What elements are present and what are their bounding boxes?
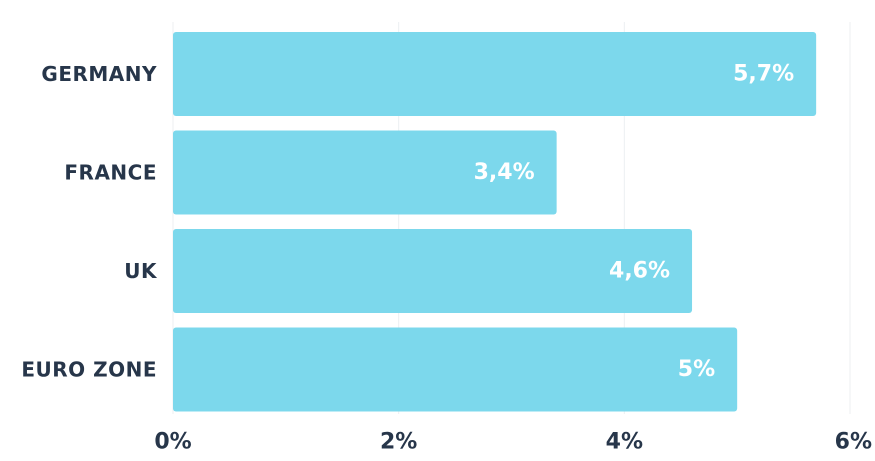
- x-tick-label-3: 6%: [835, 430, 872, 455]
- x-axis-ticks: 0% 2% 4% 6%: [154, 430, 872, 455]
- bar-0: [173, 32, 817, 116]
- value-label-1: 3,4%: [474, 160, 535, 185]
- value-label-3: 5%: [678, 357, 715, 382]
- value-label-0: 5,7%: [733, 62, 794, 87]
- value-label-2: 4,6%: [609, 259, 670, 284]
- value-labels: 5,7% 3,4% 4,6% 5%: [474, 62, 795, 383]
- category-label-0: GERMANY: [41, 62, 157, 86]
- x-tick-label-1: 2%: [380, 430, 417, 455]
- bar-3: [173, 327, 738, 412]
- bar-1: [173, 130, 557, 215]
- category-label-3: EURO ZONE: [21, 358, 157, 382]
- bars: [173, 32, 817, 412]
- category-label-1: FRANCE: [64, 161, 157, 185]
- bar-2: [173, 229, 693, 313]
- category-label-2: UK: [124, 259, 158, 283]
- x-tick-label-2: 4%: [606, 430, 643, 455]
- x-tick-label-0: 0%: [154, 430, 191, 455]
- category-labels: GERMANY FRANCE UK EURO ZONE: [21, 62, 158, 382]
